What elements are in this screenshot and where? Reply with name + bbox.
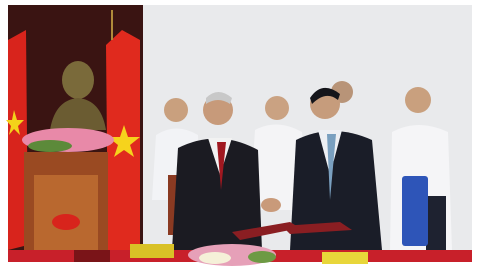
table-flowers (199, 252, 231, 264)
chair (402, 176, 428, 246)
trousers (426, 196, 446, 250)
pedestal-panel (34, 175, 98, 250)
photo (0, 0, 481, 269)
lotus (52, 214, 80, 230)
table-leaves (248, 251, 276, 263)
nameplate (74, 250, 110, 262)
name-card (322, 252, 368, 264)
page (0, 0, 481, 269)
head (405, 87, 431, 113)
bust-head (62, 61, 94, 99)
head (265, 96, 289, 120)
name-card (130, 244, 174, 258)
hands (261, 198, 281, 212)
leaves (28, 140, 72, 152)
head (164, 98, 188, 122)
